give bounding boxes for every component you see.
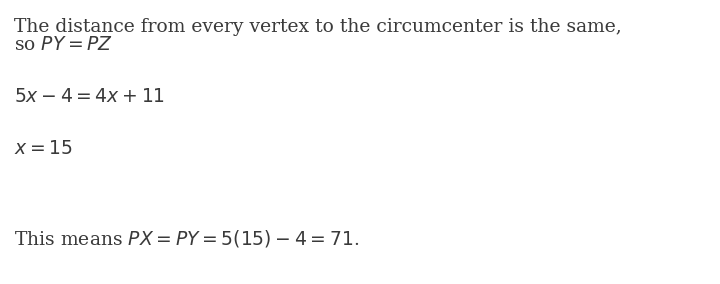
Text: $x = 15$: $x = 15$	[14, 140, 73, 158]
Text: so $PY = PZ$: so $PY = PZ$	[14, 36, 113, 54]
Text: This means $PX = PY = 5(15) - 4 = 71$.: This means $PX = PY = 5(15) - 4 = 71$.	[14, 228, 359, 249]
Text: The distance from every vertex to the circumcenter is the same,: The distance from every vertex to the ci…	[14, 18, 622, 36]
Text: $5x - 4 = 4x + 11$: $5x - 4 = 4x + 11$	[14, 88, 165, 106]
